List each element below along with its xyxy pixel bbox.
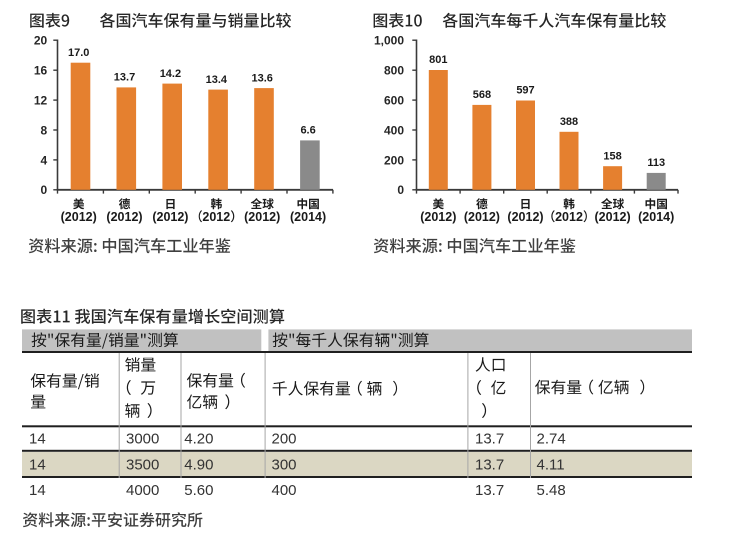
svg-text:12: 12 xyxy=(34,94,48,108)
svg-text:14: 14 xyxy=(29,431,46,448)
svg-text:(2012): (2012) xyxy=(507,210,543,224)
svg-text:600: 600 xyxy=(384,94,404,108)
svg-text:113: 113 xyxy=(647,157,665,169)
svg-text:(2012): (2012) xyxy=(152,210,188,224)
svg-text:4000: 4000 xyxy=(126,482,159,499)
svg-text:(2012): (2012) xyxy=(244,210,280,224)
svg-text:13.7: 13.7 xyxy=(475,431,504,448)
svg-text:200: 200 xyxy=(384,153,404,167)
svg-text:(2014): (2014) xyxy=(638,210,674,224)
svg-text:800: 800 xyxy=(384,64,404,78)
svg-text:801: 801 xyxy=(429,54,447,66)
svg-text:14: 14 xyxy=(29,456,46,473)
svg-text:388: 388 xyxy=(560,116,578,128)
svg-text:4.90: 4.90 xyxy=(184,456,213,473)
svg-text:0: 0 xyxy=(397,183,404,197)
svg-text:(2012): (2012) xyxy=(61,210,97,224)
svg-text:4.11: 4.11 xyxy=(537,456,565,473)
svg-text:8: 8 xyxy=(41,123,48,137)
svg-text:568: 568 xyxy=(473,89,491,101)
svg-text:4: 4 xyxy=(41,153,48,167)
svg-text:(2012): (2012) xyxy=(420,210,456,224)
svg-text:400: 400 xyxy=(384,123,404,137)
svg-text:2012: 2012 xyxy=(202,210,230,224)
svg-text:200: 200 xyxy=(272,431,297,448)
svg-text:20: 20 xyxy=(34,34,48,48)
svg-text:3000: 3000 xyxy=(126,431,159,448)
svg-text:(2014): (2014) xyxy=(290,210,326,224)
svg-text:13.6: 13.6 xyxy=(251,72,272,84)
svg-text:14: 14 xyxy=(29,482,46,499)
svg-text:4.20: 4.20 xyxy=(184,431,213,448)
svg-text:158: 158 xyxy=(603,150,621,162)
svg-text:6.6: 6.6 xyxy=(300,125,315,137)
svg-text:3500: 3500 xyxy=(126,456,159,473)
svg-text:300: 300 xyxy=(272,456,297,473)
svg-text:1,000: 1,000 xyxy=(374,34,404,48)
svg-text:0: 0 xyxy=(41,183,48,197)
svg-text:13.7: 13.7 xyxy=(114,72,135,84)
svg-text:17.0: 17.0 xyxy=(68,47,89,59)
svg-text:(2012): (2012) xyxy=(464,210,500,224)
svg-text:2.74: 2.74 xyxy=(537,431,566,448)
svg-text:5.48: 5.48 xyxy=(537,482,566,499)
svg-text:(2012): (2012) xyxy=(595,210,631,224)
svg-text:13.7: 13.7 xyxy=(475,482,504,499)
svg-text:400: 400 xyxy=(272,482,297,499)
svg-text:597: 597 xyxy=(516,85,534,97)
svg-text:5.60: 5.60 xyxy=(184,482,213,499)
svg-text:13.4: 13.4 xyxy=(206,74,228,86)
svg-text:13.7: 13.7 xyxy=(475,456,504,473)
svg-text:2012: 2012 xyxy=(555,210,583,224)
svg-text:(2012): (2012) xyxy=(106,210,142,224)
svg-text:16: 16 xyxy=(34,64,48,78)
svg-text:14.2: 14.2 xyxy=(160,68,181,80)
